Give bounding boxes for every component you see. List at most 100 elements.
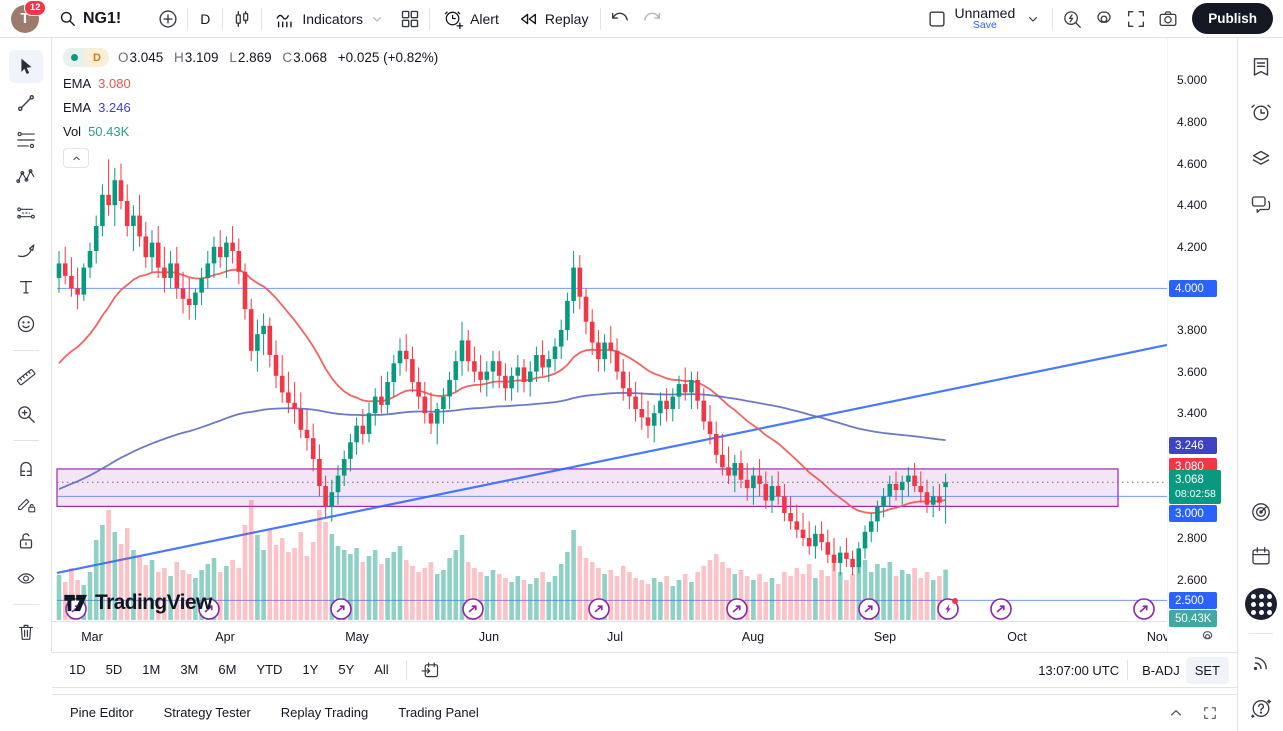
- event-marker[interactable]: [937, 598, 959, 620]
- watchlist-button[interactable]: [1244, 50, 1278, 84]
- broadcast-button[interactable]: [1244, 646, 1278, 680]
- trend-line-tool[interactable]: [9, 87, 43, 120]
- range-1m[interactable]: 1M: [142, 662, 161, 677]
- save-link[interactable]: Save: [972, 19, 997, 32]
- price-scale[interactable]: 5.000 4.800 4.600 4.400 4.200 3.800 3.600 3.400…: [1167, 38, 1237, 652]
- calendar-button[interactable]: [1244, 539, 1278, 573]
- tab-strategy-tester[interactable]: Strategy Tester: [163, 705, 251, 720]
- help-button[interactable]: [1244, 691, 1278, 725]
- tab-pine-editor[interactable]: Pine Editor: [70, 705, 134, 720]
- chart-pane[interactable]: D O3.045 H3.109 L2.869 C3.068 +0.025 (+0…: [52, 38, 1168, 621]
- ruler-tool[interactable]: [9, 361, 43, 394]
- apps-grid-button[interactable]: [1244, 587, 1278, 621]
- projection-tool[interactable]: [9, 197, 43, 230]
- panel-maximize-icon[interactable]: [1201, 704, 1219, 722]
- user-menu-button[interactable]: T 12: [11, 0, 46, 33]
- quick-search-button[interactable]: [1056, 4, 1088, 34]
- price-scale-gear-icon[interactable]: [1200, 629, 1215, 644]
- save-layout-checkbox[interactable]: [921, 4, 953, 34]
- goto-date-icon: [420, 660, 441, 681]
- goto-date-button[interactable]: [415, 655, 447, 685]
- timeline-jump-marker[interactable]: [462, 598, 484, 620]
- lock-all-drawings-tool[interactable]: [9, 525, 43, 558]
- snapshot-button[interactable]: [1152, 4, 1184, 34]
- text-tool-tool[interactable]: [9, 270, 43, 303]
- publish-button[interactable]: Publish: [1192, 3, 1273, 34]
- zoom-in-tool[interactable]: [9, 398, 43, 431]
- chart-style-button[interactable]: [226, 4, 258, 34]
- cursor-tool[interactable]: [8, 50, 43, 83]
- range-1d[interactable]: 1D: [69, 662, 86, 677]
- legend-indicator-row[interactable]: EMA 3.246: [63, 100, 445, 115]
- clock[interactable]: 13:07:00 UTC: [1038, 662, 1120, 678]
- emoji-icon: [15, 313, 37, 335]
- session-settings-button[interactable]: SET: [1185, 656, 1229, 684]
- ideas-icon: [1249, 500, 1273, 524]
- indicator-value: 50.43K: [88, 124, 130, 139]
- adjustment-toggle[interactable]: B-ADJ: [1142, 662, 1180, 678]
- divider: [187, 7, 189, 30]
- panel-expand-chevron[interactable]: [1167, 704, 1185, 722]
- xabcd-pattern-icon: [15, 166, 37, 188]
- tab-replay-trading[interactable]: Replay Trading: [280, 705, 369, 720]
- timeline-jump-marker[interactable]: [990, 598, 1012, 620]
- symbol-search-button[interactable]: NG1!: [49, 4, 130, 34]
- remove-drawings-tool[interactable]: [9, 615, 43, 648]
- range-5y[interactable]: 5Y: [338, 662, 355, 677]
- legend-indicator-row[interactable]: Vol 50.43K: [63, 124, 445, 139]
- range-1y[interactable]: 1Y: [302, 662, 319, 677]
- price-chart[interactable]: [52, 38, 1168, 621]
- remove-drawings-icon: [15, 621, 37, 643]
- indicator-name: EMA: [63, 76, 92, 91]
- timeline-jump-marker[interactable]: [1133, 598, 1155, 620]
- layout-menu-chevron[interactable]: [1017, 4, 1049, 34]
- tab-trading-panel[interactable]: Trading Panel: [398, 705, 479, 720]
- ideas-button[interactable]: [1244, 495, 1278, 529]
- object-tree-button[interactable]: [1244, 141, 1278, 175]
- chevron-down-icon: [1025, 11, 1041, 27]
- legend-collapse-button[interactable]: [63, 148, 89, 168]
- price-tick: 4.200: [1177, 239, 1208, 254]
- compare-add-button[interactable]: [152, 4, 184, 34]
- range-5d[interactable]: 5D: [105, 662, 123, 677]
- layout-name-button[interactable]: Unnamed Save: [955, 5, 1016, 32]
- fib-retracement-tool[interactable]: [9, 123, 43, 156]
- ruler-icon: [15, 366, 37, 388]
- xabcd-pattern-tool[interactable]: [9, 160, 43, 193]
- emoji-tool[interactable]: [9, 307, 43, 340]
- time-axis-month: Apr: [215, 630, 235, 644]
- redo-button[interactable]: [636, 4, 668, 34]
- range-all[interactable]: All: [374, 662, 389, 677]
- time-axis[interactable]: Mar Apr May Jun Jul Aug Sep Oct Nov: [52, 621, 1237, 652]
- settings-button[interactable]: [1088, 4, 1120, 34]
- fullscreen-button[interactable]: [1120, 4, 1152, 34]
- layout-grid-button[interactable]: [394, 4, 426, 34]
- timeline-jump-marker[interactable]: [858, 598, 880, 620]
- hide-all-drawings-tool[interactable]: [9, 561, 43, 594]
- timeline-jump-marker[interactable]: [330, 598, 352, 620]
- candlestick-icon: [231, 8, 253, 30]
- fib-retracement-icon: [15, 129, 37, 151]
- interval-button[interactable]: D: [191, 4, 219, 34]
- chat-button[interactable]: [1244, 187, 1278, 221]
- timeline-jump-marker[interactable]: [726, 598, 748, 620]
- top-toolbar: T 12 NG1! D Indicators Alert: [0, 0, 1283, 38]
- legend-indicator-row[interactable]: EMA 3.080: [63, 76, 445, 91]
- timeline-jump-marker[interactable]: [588, 598, 610, 620]
- range-ytd[interactable]: YTD: [256, 662, 283, 677]
- interval-chip[interactable]: D: [63, 48, 109, 67]
- drawing-toolbar: [0, 38, 52, 652]
- indicators-button[interactable]: Indicators: [265, 4, 394, 34]
- ohlc-values: O3.045 H3.109 L2.869 C3.068 +0.025 (+0.8…: [117, 50, 439, 65]
- range-6m[interactable]: 6M: [218, 662, 237, 677]
- undo-button[interactable]: [604, 4, 636, 34]
- brush-tool[interactable]: [9, 234, 43, 267]
- range-3m[interactable]: 3M: [180, 662, 199, 677]
- drawing-lock-tool[interactable]: [9, 488, 43, 521]
- indicators-label: Indicators: [302, 10, 364, 27]
- timeline-jump-marker[interactable]: [198, 598, 220, 620]
- alerts-button[interactable]: [1244, 95, 1278, 129]
- replay-button[interactable]: Replay: [508, 4, 598, 34]
- magnet-tool[interactable]: [9, 451, 43, 484]
- alert-button[interactable]: Alert: [433, 4, 508, 34]
